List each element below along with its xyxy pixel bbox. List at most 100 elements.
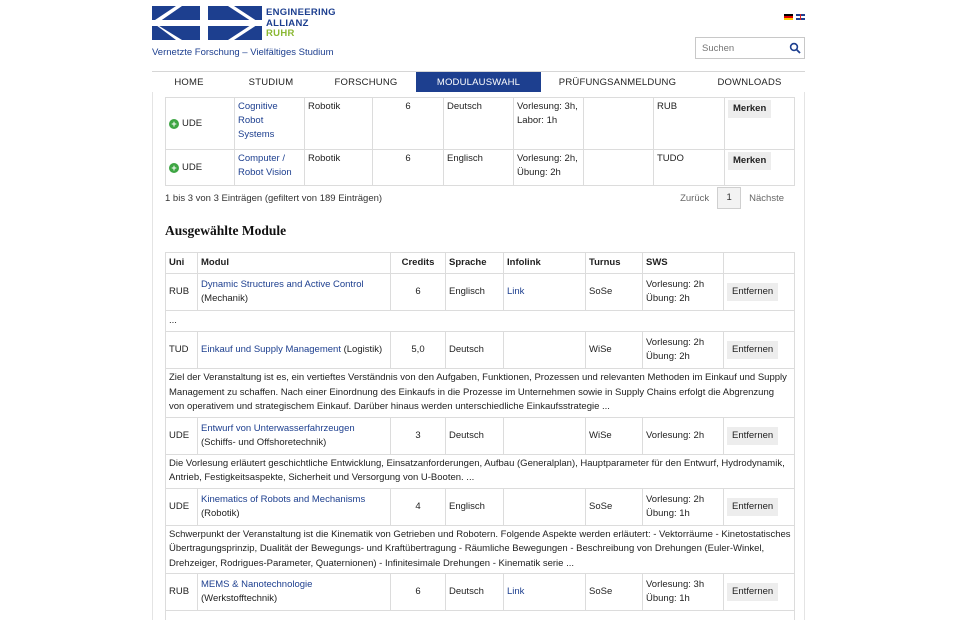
nav-home[interactable]: HOME (174, 77, 204, 88)
nav-downloads[interactable]: DOWNLOADS (717, 77, 782, 88)
merken-button[interactable]: Merken (728, 152, 772, 170)
sws-line-2: Übung: 1h (646, 507, 690, 519)
module-description: Ziel der Veranstaltung ist es, ein verti… (165, 368, 795, 418)
pagination: Zurück 1 Nächste (672, 187, 792, 209)
info-link[interactable]: Link (507, 586, 525, 597)
module-link[interactable]: Kinematics of Robots and Mechanisms (201, 493, 366, 505)
table-row: UDE Kinematics of Robots and Mechanisms (… (165, 487, 795, 526)
ear-logo-icon[interactable] (152, 6, 262, 40)
info-link-cell (503, 331, 586, 369)
remove-button[interactable]: Entfernen (727, 283, 779, 301)
module-link[interactable]: Dynamic Structures and Active Control (201, 279, 364, 290)
description-row (165, 610, 795, 620)
sws-line-2: Übung: 2h (646, 351, 690, 362)
sws-line-1: Vorlesung: 3h (646, 579, 705, 590)
merken-button[interactable]: Merken (728, 100, 772, 118)
sws-line-1: Vorlesung: 2h (646, 493, 705, 505)
logo-wordmark[interactable]: ENGINEERING ALLIANZ RUHR (266, 7, 336, 40)
uni-cell: TUD (165, 331, 198, 369)
nav-forschung[interactable]: FORSCHUNG (334, 77, 398, 88)
col-header-infolink: Infolink (503, 252, 586, 274)
col-header-credits: Credits (390, 252, 446, 274)
remove-button[interactable]: Entfernen (727, 497, 779, 516)
table-header-row: Uni Modul Credits Sprache Infolink Turnu… (165, 252, 795, 274)
add-module-icon[interactable]: + (169, 162, 179, 173)
pagination-prev[interactable]: Zurück (680, 192, 710, 204)
credits-cell: 5,0 (390, 331, 446, 369)
module-description: Die Vorlesung erläutert geschichtliche E… (165, 453, 795, 489)
main-content: + UDE Cognitive Robot Systems Robotik 6 D… (152, 92, 805, 620)
table-info: 1 bis 3 von 3 Einträgen (gefiltert von 1… (165, 193, 383, 204)
logo-line-3: RUHR (266, 28, 295, 39)
uni-cell: RUB (165, 573, 198, 611)
info-link[interactable]: Link (507, 286, 525, 297)
table-row: RUB MEMS & Nanotechnologie (Werkstofftech… (165, 573, 795, 611)
table-row: RUB Dynamic Structures and Active Contro… (165, 273, 795, 311)
info-link-cell (503, 416, 586, 455)
uni-label: UDE (182, 161, 203, 173)
format-cell: Vorlesung: 3h, Labor: 1h (513, 97, 584, 150)
uni-cell: + UDE (165, 97, 235, 150)
search-box (695, 37, 805, 59)
german-flag-icon[interactable] (784, 14, 793, 20)
credits-cell: 6 (390, 573, 446, 611)
col-header-action (723, 252, 795, 274)
language-cell: Englisch (443, 149, 514, 186)
module-link[interactable]: Entwurf von Unterwasserfahrzeugen (201, 422, 355, 434)
col-header-uni: Uni (165, 252, 198, 274)
uni-cell: UDE (165, 416, 198, 455)
module-category: (Werkstofftechnik) (201, 593, 278, 604)
remove-button[interactable]: Entfernen (727, 583, 779, 601)
turnus-cell: WiSe (585, 331, 643, 369)
selected-modules-table: Uni Modul Credits Sprache Infolink Turnu… (165, 252, 795, 620)
credits-cell: 4 (390, 487, 446, 526)
module-link[interactable]: Cognitive Robot Systems (238, 101, 278, 140)
nav-studium[interactable]: STUDIUM (248, 77, 294, 88)
language-switcher (784, 14, 805, 20)
credits-cell: 6 (390, 273, 446, 311)
module-description (165, 610, 795, 620)
table-row: + UDE Computer / Robot Vision Robotik 6 E… (165, 149, 795, 186)
english-flag-icon[interactable] (796, 14, 805, 20)
description-row: ... (165, 310, 795, 332)
remove-button[interactable]: Entfernen (727, 426, 779, 445)
remove-button[interactable]: Entfernen (727, 341, 779, 359)
module-category: (Mechanik) (201, 293, 248, 304)
turnus-cell: SoSe (585, 573, 643, 611)
module-link[interactable]: MEMS & Nanotechnologie (201, 579, 313, 590)
language-cell: Deutsch (443, 97, 514, 150)
ellipsis-cell: ... (165, 310, 795, 332)
add-module-icon[interactable]: + (169, 118, 179, 129)
uni-label: UDE (182, 117, 203, 129)
turnus-cell: SoSe (585, 273, 643, 311)
main-navigation: HOME STUDIUM FORSCHUNG MODULAUSWAHL PRÜF… (152, 71, 805, 92)
sws-line-2: Übung: 2h (646, 293, 690, 304)
uni-cell: UDE (165, 487, 198, 526)
language-cell: Deutsch (445, 416, 504, 455)
col-header-modul: Modul (197, 252, 391, 274)
language-cell: Englisch (445, 487, 504, 526)
module-category: (Schiffs- und Offshoretechnik) (201, 436, 327, 448)
field-cell: Robotik (304, 97, 373, 150)
credits-cell: 6 (372, 149, 444, 186)
site-tagline: Vernetzte Forschung – Vielfältiges Studi… (152, 47, 334, 58)
col-header-turnus: Turnus (585, 252, 643, 274)
search-icon[interactable] (789, 42, 801, 54)
selected-modules-heading: Ausgewählte Module (165, 223, 287, 238)
language-cell: Englisch (445, 273, 504, 311)
pagination-current[interactable]: 1 (717, 187, 742, 209)
description-row: Die Vorlesung erläutert geschichtliche E… (165, 453, 795, 489)
sws-line-2: Übung: 1h (646, 593, 690, 604)
site-header: ENGINEERING ALLIANZ RUHR Vernetzte Forsc… (152, 0, 805, 72)
nav-modulauswahl[interactable]: MODULAUSWAHL (416, 72, 541, 92)
module-category: (Logistik) (343, 344, 383, 355)
nav-pruefungsanmeldung[interactable]: PRÜFUNGSANMELDUNG (558, 77, 677, 88)
sws-line-1: Vorlesung: 2h (646, 429, 705, 441)
pagination-next[interactable]: Nächste (749, 192, 784, 204)
empty-cell (583, 149, 654, 186)
uni-cell: RUB (165, 273, 198, 311)
module-link[interactable]: Computer / Robot Vision (238, 153, 292, 178)
module-link[interactable]: Einkauf und Supply Management (201, 344, 341, 355)
search-input[interactable] (696, 38, 784, 58)
module-description: Schwerpunkt der Veranstaltung ist die Ki… (165, 524, 795, 574)
